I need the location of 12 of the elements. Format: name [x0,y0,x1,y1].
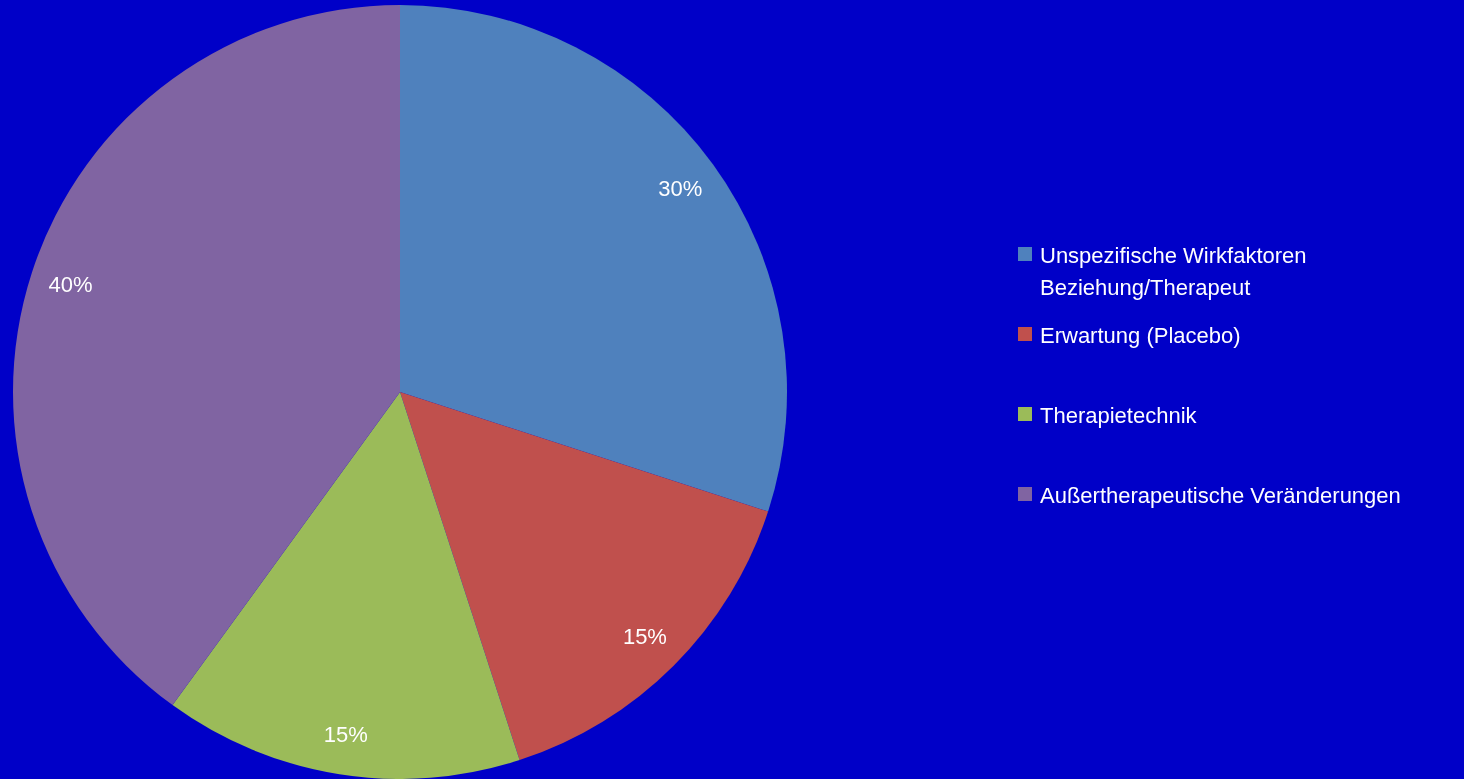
data-label: 15% [323,721,368,747]
pie-slice [400,392,769,761]
legend-label: Therapietechnik [1040,402,1198,428]
data-label: 15% [622,624,667,650]
data-label: 40% [48,272,93,298]
pie-slice [400,5,787,512]
legend-label: Unspezifische Wirkfaktoren Beziehung/Therapeut [1040,242,1307,300]
data-label: 30% [658,175,703,201]
legend-label: Außertherapeutische Veränderungen [1040,482,1401,508]
legend-label: Erwartung (Placebo) [1040,322,1241,348]
pie-slice [13,5,400,706]
pie-slice [172,392,520,779]
